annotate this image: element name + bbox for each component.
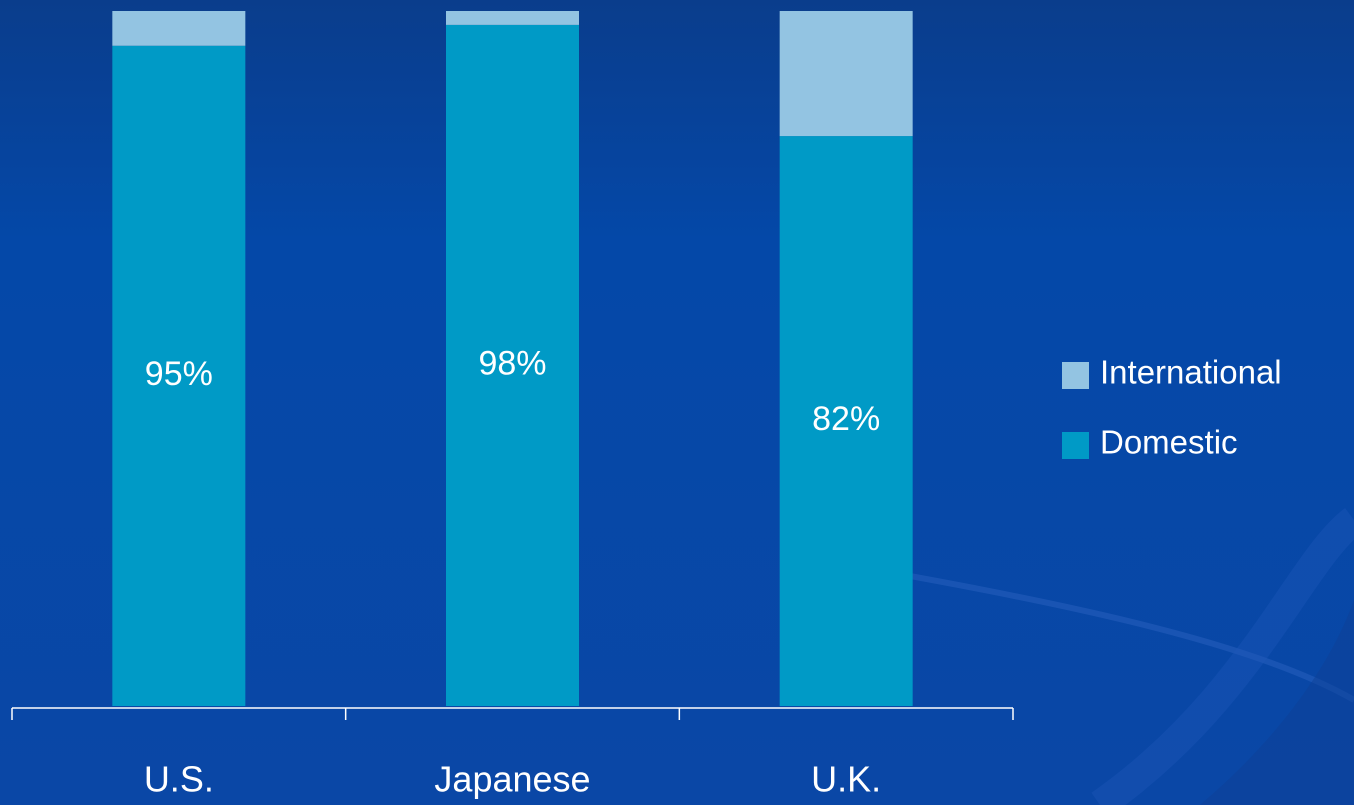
data-label: 82% bbox=[812, 400, 880, 438]
bar-segment bbox=[446, 24, 579, 706]
legend-swatch bbox=[1062, 362, 1089, 389]
bar-segment bbox=[779, 11, 913, 137]
decor-shape bbox=[1200, 600, 1354, 805]
data-label: 95% bbox=[145, 355, 213, 393]
bar-segment bbox=[112, 11, 246, 46]
legend-label: Domestic bbox=[1100, 424, 1238, 461]
bar-segment bbox=[446, 11, 579, 25]
legend-swatch bbox=[1062, 432, 1089, 459]
x-tick-label: U.S. bbox=[144, 759, 214, 800]
bar-segment bbox=[112, 45, 246, 706]
x-tick-label: Japanese bbox=[434, 759, 590, 800]
legend-label: International bbox=[1100, 354, 1282, 391]
data-label: 98% bbox=[478, 344, 546, 382]
decor-curve bbox=[819, 557, 1354, 703]
x-tick-label: U.K. bbox=[811, 759, 881, 800]
bar-segment bbox=[779, 136, 913, 707]
decor-curve bbox=[1091, 507, 1354, 805]
